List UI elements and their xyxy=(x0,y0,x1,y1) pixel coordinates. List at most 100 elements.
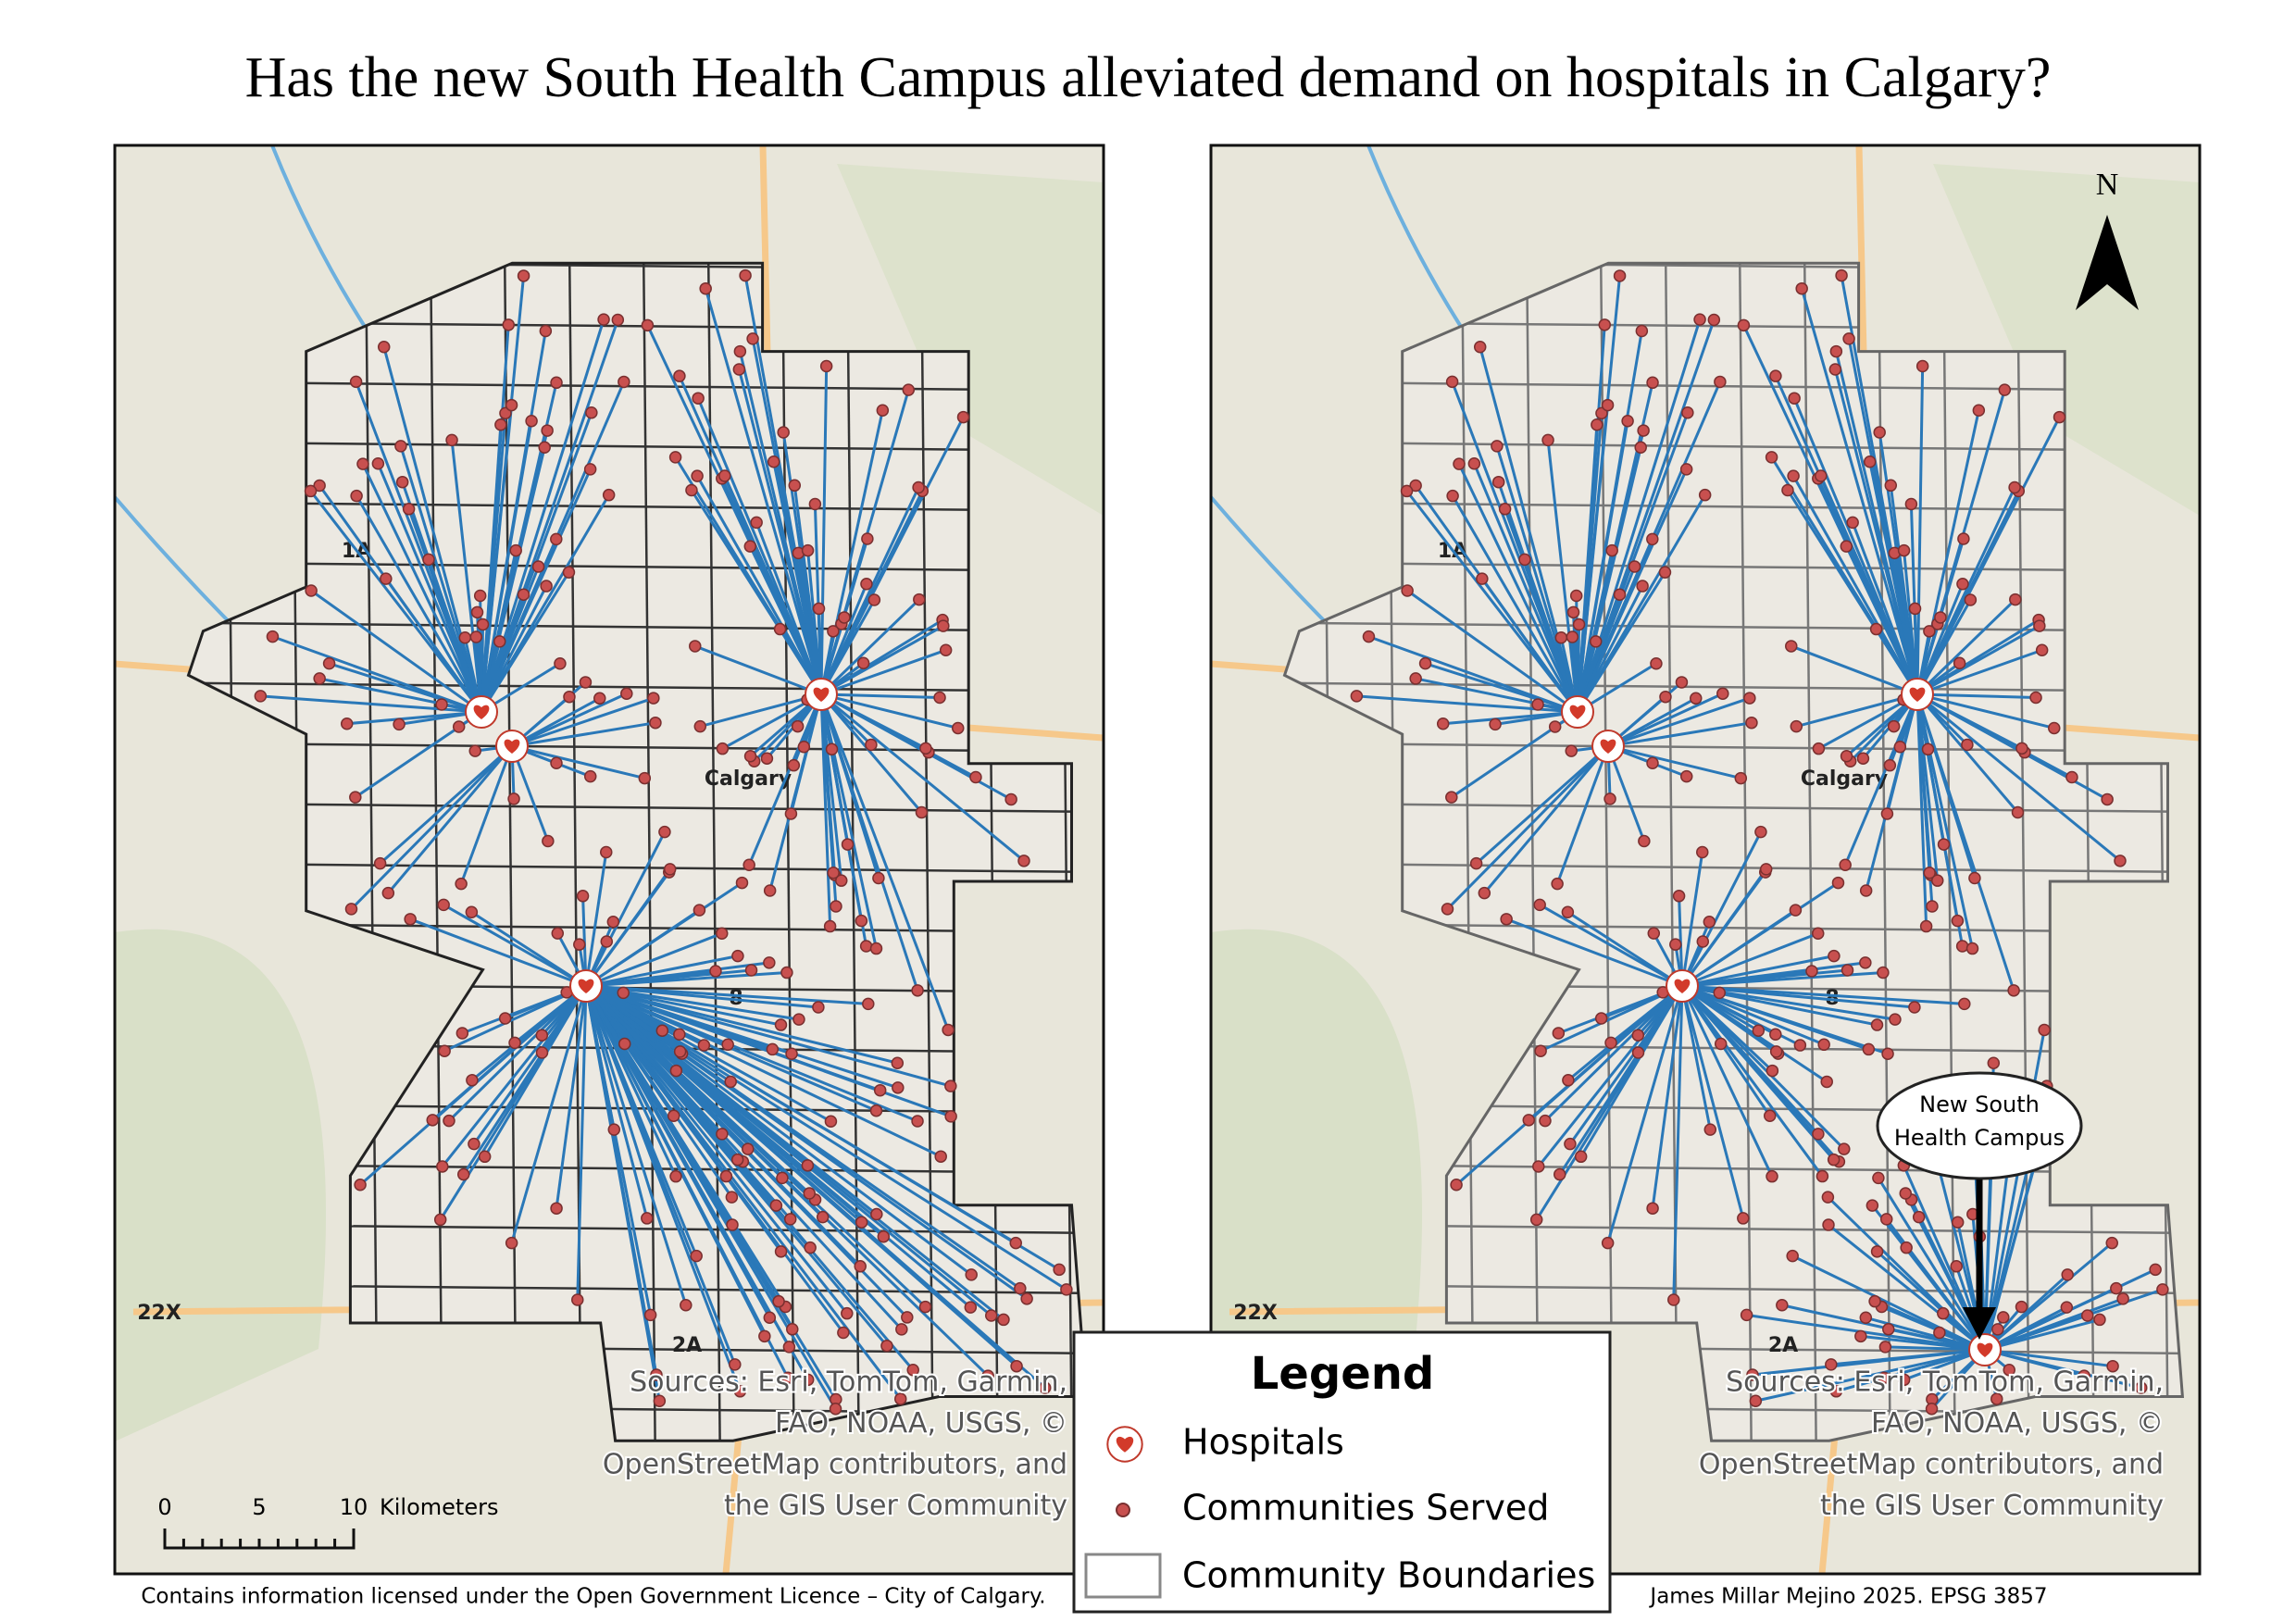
community xyxy=(1650,656,1663,670)
community xyxy=(304,484,318,498)
community xyxy=(1879,1213,1893,1226)
service-line xyxy=(781,431,823,695)
community xyxy=(1968,871,1981,885)
community xyxy=(838,611,851,624)
hospital-heart xyxy=(1977,1342,1993,1357)
community xyxy=(1594,1012,1608,1025)
community xyxy=(505,1236,518,1250)
community xyxy=(600,845,613,859)
community xyxy=(1014,1281,1027,1295)
community xyxy=(873,1083,887,1097)
hospital-heart xyxy=(504,739,520,754)
service-line xyxy=(1878,431,1919,695)
community xyxy=(1951,1216,1965,1229)
community xyxy=(870,1207,883,1221)
community xyxy=(602,488,616,502)
community xyxy=(1893,741,1907,754)
service-line xyxy=(737,368,823,695)
community xyxy=(344,903,358,916)
green-area xyxy=(837,164,1104,516)
community xyxy=(732,363,746,376)
community xyxy=(744,964,758,977)
community xyxy=(769,1199,783,1212)
community xyxy=(435,698,448,711)
community xyxy=(2093,1313,2106,1327)
service-line xyxy=(584,985,688,1306)
service-line xyxy=(1752,1348,1986,1377)
community xyxy=(1769,369,1782,382)
community xyxy=(2114,855,2127,867)
city-outline xyxy=(186,261,1089,1442)
community xyxy=(1930,874,1944,887)
community xyxy=(1829,344,1843,358)
community xyxy=(1915,359,1929,373)
community xyxy=(872,871,885,885)
community xyxy=(2061,1268,2074,1281)
legend-dot xyxy=(1116,1503,1130,1517)
community xyxy=(322,656,336,670)
community xyxy=(438,1044,451,1057)
community xyxy=(1646,756,1659,770)
service-line xyxy=(309,490,483,713)
community xyxy=(1746,1368,1759,1381)
service-line xyxy=(1558,985,1684,1176)
community xyxy=(1500,913,1513,926)
community xyxy=(1840,540,1853,553)
community xyxy=(1789,904,1803,917)
community xyxy=(1418,656,1432,670)
community xyxy=(517,588,530,601)
service-line xyxy=(480,493,610,713)
service-line xyxy=(819,693,923,814)
service-line xyxy=(1916,692,2055,730)
community xyxy=(583,463,597,476)
community xyxy=(1887,719,1901,733)
community xyxy=(455,877,468,891)
community xyxy=(804,1241,817,1254)
community xyxy=(725,1191,739,1204)
service-line xyxy=(1915,599,1972,695)
service-line xyxy=(585,984,1018,1367)
community xyxy=(1788,392,1801,405)
map-frame xyxy=(113,143,1105,1576)
community xyxy=(554,656,567,670)
community xyxy=(473,589,487,603)
community xyxy=(1491,440,1504,453)
community xyxy=(1827,1153,1841,1167)
community xyxy=(763,884,777,897)
community xyxy=(1870,1018,1884,1031)
community xyxy=(716,927,729,940)
community xyxy=(783,1213,797,1226)
community xyxy=(1769,1028,1782,1041)
community xyxy=(1453,457,1466,470)
community xyxy=(2116,1292,2129,1305)
community xyxy=(1400,484,1414,498)
community xyxy=(1884,479,1898,493)
service-line xyxy=(1827,1196,1987,1352)
community xyxy=(2033,619,2046,632)
community xyxy=(1882,1323,1895,1336)
community xyxy=(860,578,873,591)
community xyxy=(470,605,484,619)
community xyxy=(709,965,722,978)
community xyxy=(576,890,590,903)
community xyxy=(784,807,798,820)
community xyxy=(1446,489,1459,503)
community xyxy=(750,516,763,530)
map-body: Calgary1A822X2ASources: Esri, TomTom, Ga… xyxy=(1211,145,2200,1574)
community xyxy=(1569,589,1583,603)
community xyxy=(422,553,435,567)
community xyxy=(1552,1027,1566,1040)
service-line xyxy=(1681,931,1819,988)
community xyxy=(669,1169,682,1183)
community xyxy=(266,630,280,643)
community xyxy=(1603,792,1616,805)
service-line xyxy=(819,693,950,1030)
community xyxy=(1621,414,1634,428)
service-line xyxy=(318,677,482,714)
service-line xyxy=(1680,985,1774,1178)
community xyxy=(827,866,840,880)
service-line xyxy=(1505,917,1683,988)
community xyxy=(699,281,712,295)
community xyxy=(1450,1179,1463,1192)
community xyxy=(1613,588,1627,601)
